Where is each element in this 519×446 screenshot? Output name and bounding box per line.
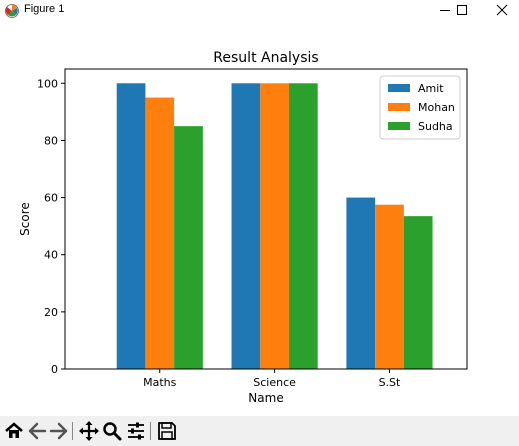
legend-label: Mohan [418, 101, 455, 114]
window-titlebar: Figure 1 [0, 0, 519, 22]
bar-sudha-sst [403, 216, 433, 369]
bar-mohan-science [260, 83, 289, 370]
x-tick-label: Maths [143, 376, 177, 389]
bar-amit-maths [116, 83, 146, 370]
pan-button[interactable] [78, 420, 100, 442]
bar-chart: 0 20 40 60 80 100 Maths Science S.St Result Ana… [18, 50, 468, 405]
y-tick-label: 60 [44, 192, 58, 205]
y-tick-label: 20 [44, 306, 58, 319]
bar-mohan-sst [375, 204, 404, 369]
save-icon [158, 422, 176, 440]
save-button[interactable] [156, 420, 178, 442]
axes-frame [64, 68, 468, 370]
y-axis-ticks: 0 20 40 60 80 100 [37, 77, 65, 376]
close-button[interactable] [485, 0, 519, 22]
configure-subplots-icon [128, 422, 144, 440]
back-arrow-icon [28, 422, 47, 440]
pan-icon [79, 421, 99, 441]
matplotlib-app-icon [5, 4, 19, 18]
bar-mohan-maths [145, 97, 175, 370]
home-icon [5, 422, 23, 438]
bars-group [116, 83, 433, 370]
bar-amit-science [231, 83, 261, 370]
close-icon [496, 4, 508, 16]
legend-swatch [388, 122, 410, 130]
maximize-icon [457, 5, 467, 15]
forward-button[interactable] [48, 420, 70, 442]
toolbar-separator [150, 422, 151, 440]
legend-label: Sudha [418, 120, 453, 133]
maximize-button[interactable] [445, 0, 479, 22]
zoom-button[interactable] [101, 420, 123, 442]
minimize-button[interactable] [428, 0, 462, 22]
bar-amit-sst [346, 197, 376, 369]
legend-swatch [388, 84, 410, 92]
legend: Amit Mohan Sudha [379, 75, 461, 140]
chart-title: Result Analysis [213, 50, 318, 66]
y-tick-label: 0 [51, 363, 58, 376]
window-title: Figure 1 [24, 3, 65, 15]
y-tick-label: 80 [44, 134, 58, 147]
y-axis-label: Score [18, 202, 32, 236]
home-button[interactable] [3, 420, 25, 442]
legend-swatch [388, 103, 410, 111]
y-tick-label: 40 [44, 249, 58, 262]
bar-sudha-science [288, 83, 318, 370]
bar-sudha-maths [174, 126, 203, 370]
x-tick-label: Science [253, 376, 296, 389]
x-axis-ticks: Maths Science S.St [143, 369, 401, 389]
minimize-icon [440, 10, 450, 11]
back-button[interactable] [26, 420, 48, 442]
navigation-toolbar [0, 416, 519, 446]
forward-arrow-icon [49, 422, 68, 440]
figure-canvas: 0 20 40 60 80 100 Maths Science S.St Result Ana… [0, 22, 519, 416]
configure-subplots-button[interactable] [125, 420, 147, 442]
x-tick-label: S.St [379, 376, 401, 389]
toolbar-separator [72, 422, 73, 440]
x-axis-label: Name [248, 391, 283, 405]
y-tick-label: 100 [37, 77, 58, 90]
legend-label: Amit [418, 82, 444, 95]
zoom-icon [103, 422, 122, 441]
